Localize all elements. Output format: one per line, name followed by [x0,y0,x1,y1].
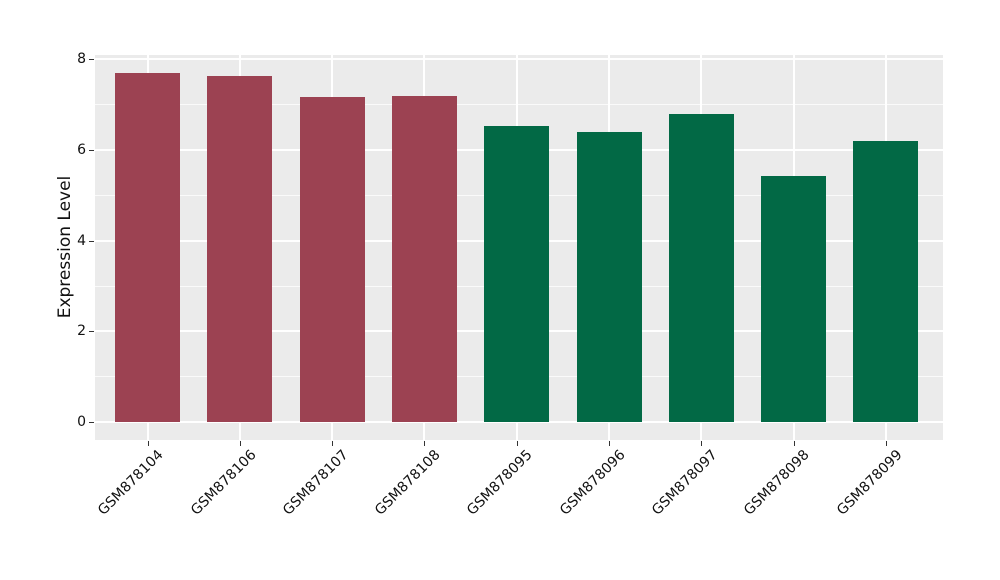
bar-GSM878096 [576,131,642,423]
bar-GSM878106 [207,76,273,423]
x-tick-label-GSM878108: GSM878108 [372,447,444,519]
x-tick-label-GSM878106: GSM878106 [187,447,260,519]
y-tick-mark-6 [89,149,94,151]
bar-GSM878099 [853,141,919,423]
gridline-major-y0 [95,421,943,424]
y-tick-label-0: 0 [77,414,86,431]
bar-GSM878098 [761,176,827,423]
x-tick-mark-GSM878104 [147,441,149,446]
x-tick-label-GSM878098: GSM878098 [741,447,813,519]
x-tick-mark-GSM878107 [332,441,334,446]
x-tick-mark-GSM878097 [701,441,703,446]
y-tick-label-6: 6 [77,141,86,158]
gridline-major-y8 [95,58,943,61]
x-tick-mark-GSM878106 [239,441,241,446]
bar-GSM878095 [484,126,550,423]
y-tick-mark-0 [89,422,94,424]
x-tick-label-GSM878096: GSM878096 [556,447,629,519]
x-tick-label-GSM878104: GSM878104 [95,447,167,519]
x-tick-mark-GSM878098 [793,441,795,446]
gridline-minor-y7 [95,103,943,105]
bar-GSM878097 [668,114,734,423]
y-tick-label-8: 8 [77,51,86,68]
x-tick-mark-GSM878095 [516,441,518,446]
y-tick-mark-2 [89,331,94,333]
x-tick-label-GSM878095: GSM878095 [464,447,537,519]
bar-GSM878104 [115,73,180,423]
x-tick-label-GSM878097: GSM878097 [649,447,721,519]
x-tick-label-GSM878107: GSM878107 [279,447,352,519]
y-tick-mark-8 [89,59,94,61]
y-tick-label-2: 2 [77,323,86,340]
x-tick-mark-GSM878108 [424,441,426,446]
plot-panel [95,55,943,440]
y-tick-mark-4 [89,240,94,242]
y-tick-label-4: 4 [77,232,86,249]
bar-GSM878108 [391,96,457,423]
bar-GSM878107 [299,96,365,423]
x-tick-label-GSM878099: GSM878099 [833,447,906,519]
x-tick-mark-GSM878096 [609,441,610,446]
x-tick-mark-GSM878099 [885,441,887,446]
